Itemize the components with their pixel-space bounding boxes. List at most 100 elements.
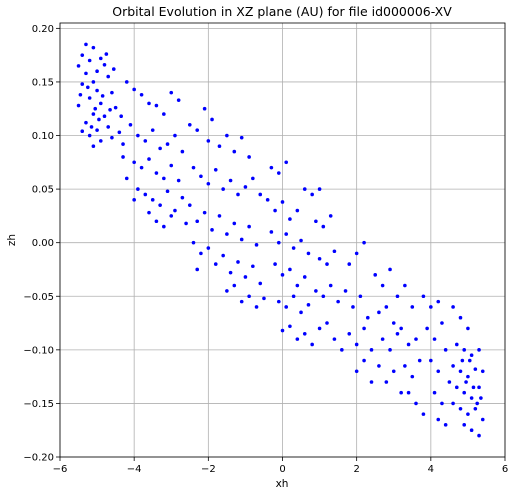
scatter-point: [273, 208, 277, 213]
scatter-point: [251, 264, 255, 269]
y-tick-label: 0.20: [32, 24, 54, 35]
scatter-point: [295, 283, 300, 288]
scatter-point: [276, 240, 281, 245]
scatter-point: [84, 120, 88, 125]
scatter-point: [91, 80, 96, 84]
scatter-point: [425, 326, 429, 331]
scatter-point: [391, 369, 396, 374]
scatter-point: [236, 192, 240, 197]
scatter-point: [150, 128, 155, 132]
scatter-point: [78, 92, 83, 97]
scatter-point: [291, 294, 296, 299]
scatter-point: [451, 401, 455, 406]
scatter-point: [236, 260, 240, 264]
scatter-point: [365, 315, 370, 320]
scatter-point: [91, 112, 96, 116]
scatter-point: [206, 181, 211, 186]
scatter-point: [124, 176, 129, 181]
scatter-point: [332, 249, 337, 254]
scatter-point: [362, 326, 366, 331]
scatter-point: [86, 85, 90, 90]
x-tick-label: 0: [279, 464, 285, 475]
scatter-point: [119, 114, 123, 119]
scatter-point: [158, 146, 162, 151]
y-tick-label: −0.20: [23, 453, 54, 464]
scatter-point: [276, 299, 281, 304]
y-tick-label: −0.05: [23, 292, 54, 303]
scatter-point: [225, 133, 229, 138]
scatter-point: [380, 283, 385, 288]
scatter-point: [332, 337, 337, 341]
scatter-point: [477, 385, 481, 390]
scatter-point: [354, 251, 359, 256]
scatter-point: [436, 417, 441, 422]
scatter-point: [132, 87, 136, 92]
scatter-point: [206, 139, 211, 143]
scatter-point: [325, 262, 329, 266]
scatter-point: [421, 412, 426, 416]
scatter-point: [147, 157, 151, 161]
scatter-point: [395, 294, 400, 299]
scatter-point: [477, 433, 481, 438]
scatter-point: [98, 101, 103, 106]
scatter-point: [306, 303, 311, 307]
scatter-point: [97, 117, 101, 122]
scatter-point: [369, 380, 374, 384]
scatter-point: [458, 406, 463, 411]
scatter-point: [221, 253, 225, 258]
scatter-point: [76, 64, 81, 68]
scatter-point: [254, 305, 259, 309]
scatter-point: [113, 105, 118, 110]
scatter-point: [406, 390, 411, 395]
scatter-point: [466, 374, 470, 379]
scatter-point: [299, 310, 303, 315]
scatter-point: [210, 228, 214, 232]
scatter-point: [475, 401, 479, 406]
scatter-point: [87, 96, 92, 100]
scatter-point: [325, 321, 329, 325]
chart-title: Orbital Evolution in XZ plane (AU) for f…: [112, 4, 452, 19]
scatter-point: [202, 210, 207, 215]
scatter-point: [280, 273, 285, 277]
scatter-point: [467, 358, 472, 363]
scatter-point: [388, 348, 392, 352]
y-tick-label: −0.10: [23, 345, 54, 356]
scatter-point: [165, 189, 170, 194]
scatter-point: [199, 174, 203, 179]
scatter-point: [84, 42, 88, 47]
scatter-point: [280, 200, 285, 204]
scatter-point: [80, 53, 85, 57]
x-tick-label: −2: [201, 464, 216, 475]
scatter-point: [447, 380, 452, 384]
scatter-point: [217, 214, 222, 218]
scatter-point: [454, 342, 459, 347]
scatter-point: [143, 139, 148, 143]
scatter-point: [217, 144, 222, 149]
scatter-point: [128, 123, 133, 127]
scatter-point: [462, 348, 467, 352]
scatter-point: [258, 192, 263, 197]
scatter-point: [191, 165, 196, 170]
scatter-point: [169, 214, 174, 218]
scatter-point: [154, 219, 159, 224]
scatter-point: [406, 342, 411, 347]
scatter-point: [410, 305, 415, 309]
scatter-point: [291, 246, 296, 250]
scatter-point: [306, 251, 311, 256]
scatter-point: [91, 144, 96, 149]
y-tick-label: 0.10: [32, 131, 54, 142]
scatter-point: [110, 90, 114, 95]
scatter-point: [317, 187, 322, 191]
scatter-point: [354, 369, 359, 374]
scatter-point: [165, 142, 170, 146]
scatter-point: [80, 129, 85, 134]
scatter-point: [147, 101, 151, 106]
scatter-point: [336, 299, 340, 304]
scatter-point: [150, 198, 155, 202]
scatter-point: [213, 262, 218, 266]
x-tick-label: 4: [428, 464, 434, 475]
scatter-point: [195, 128, 200, 132]
scatter-point: [473, 406, 478, 411]
scatter-point: [273, 262, 277, 266]
